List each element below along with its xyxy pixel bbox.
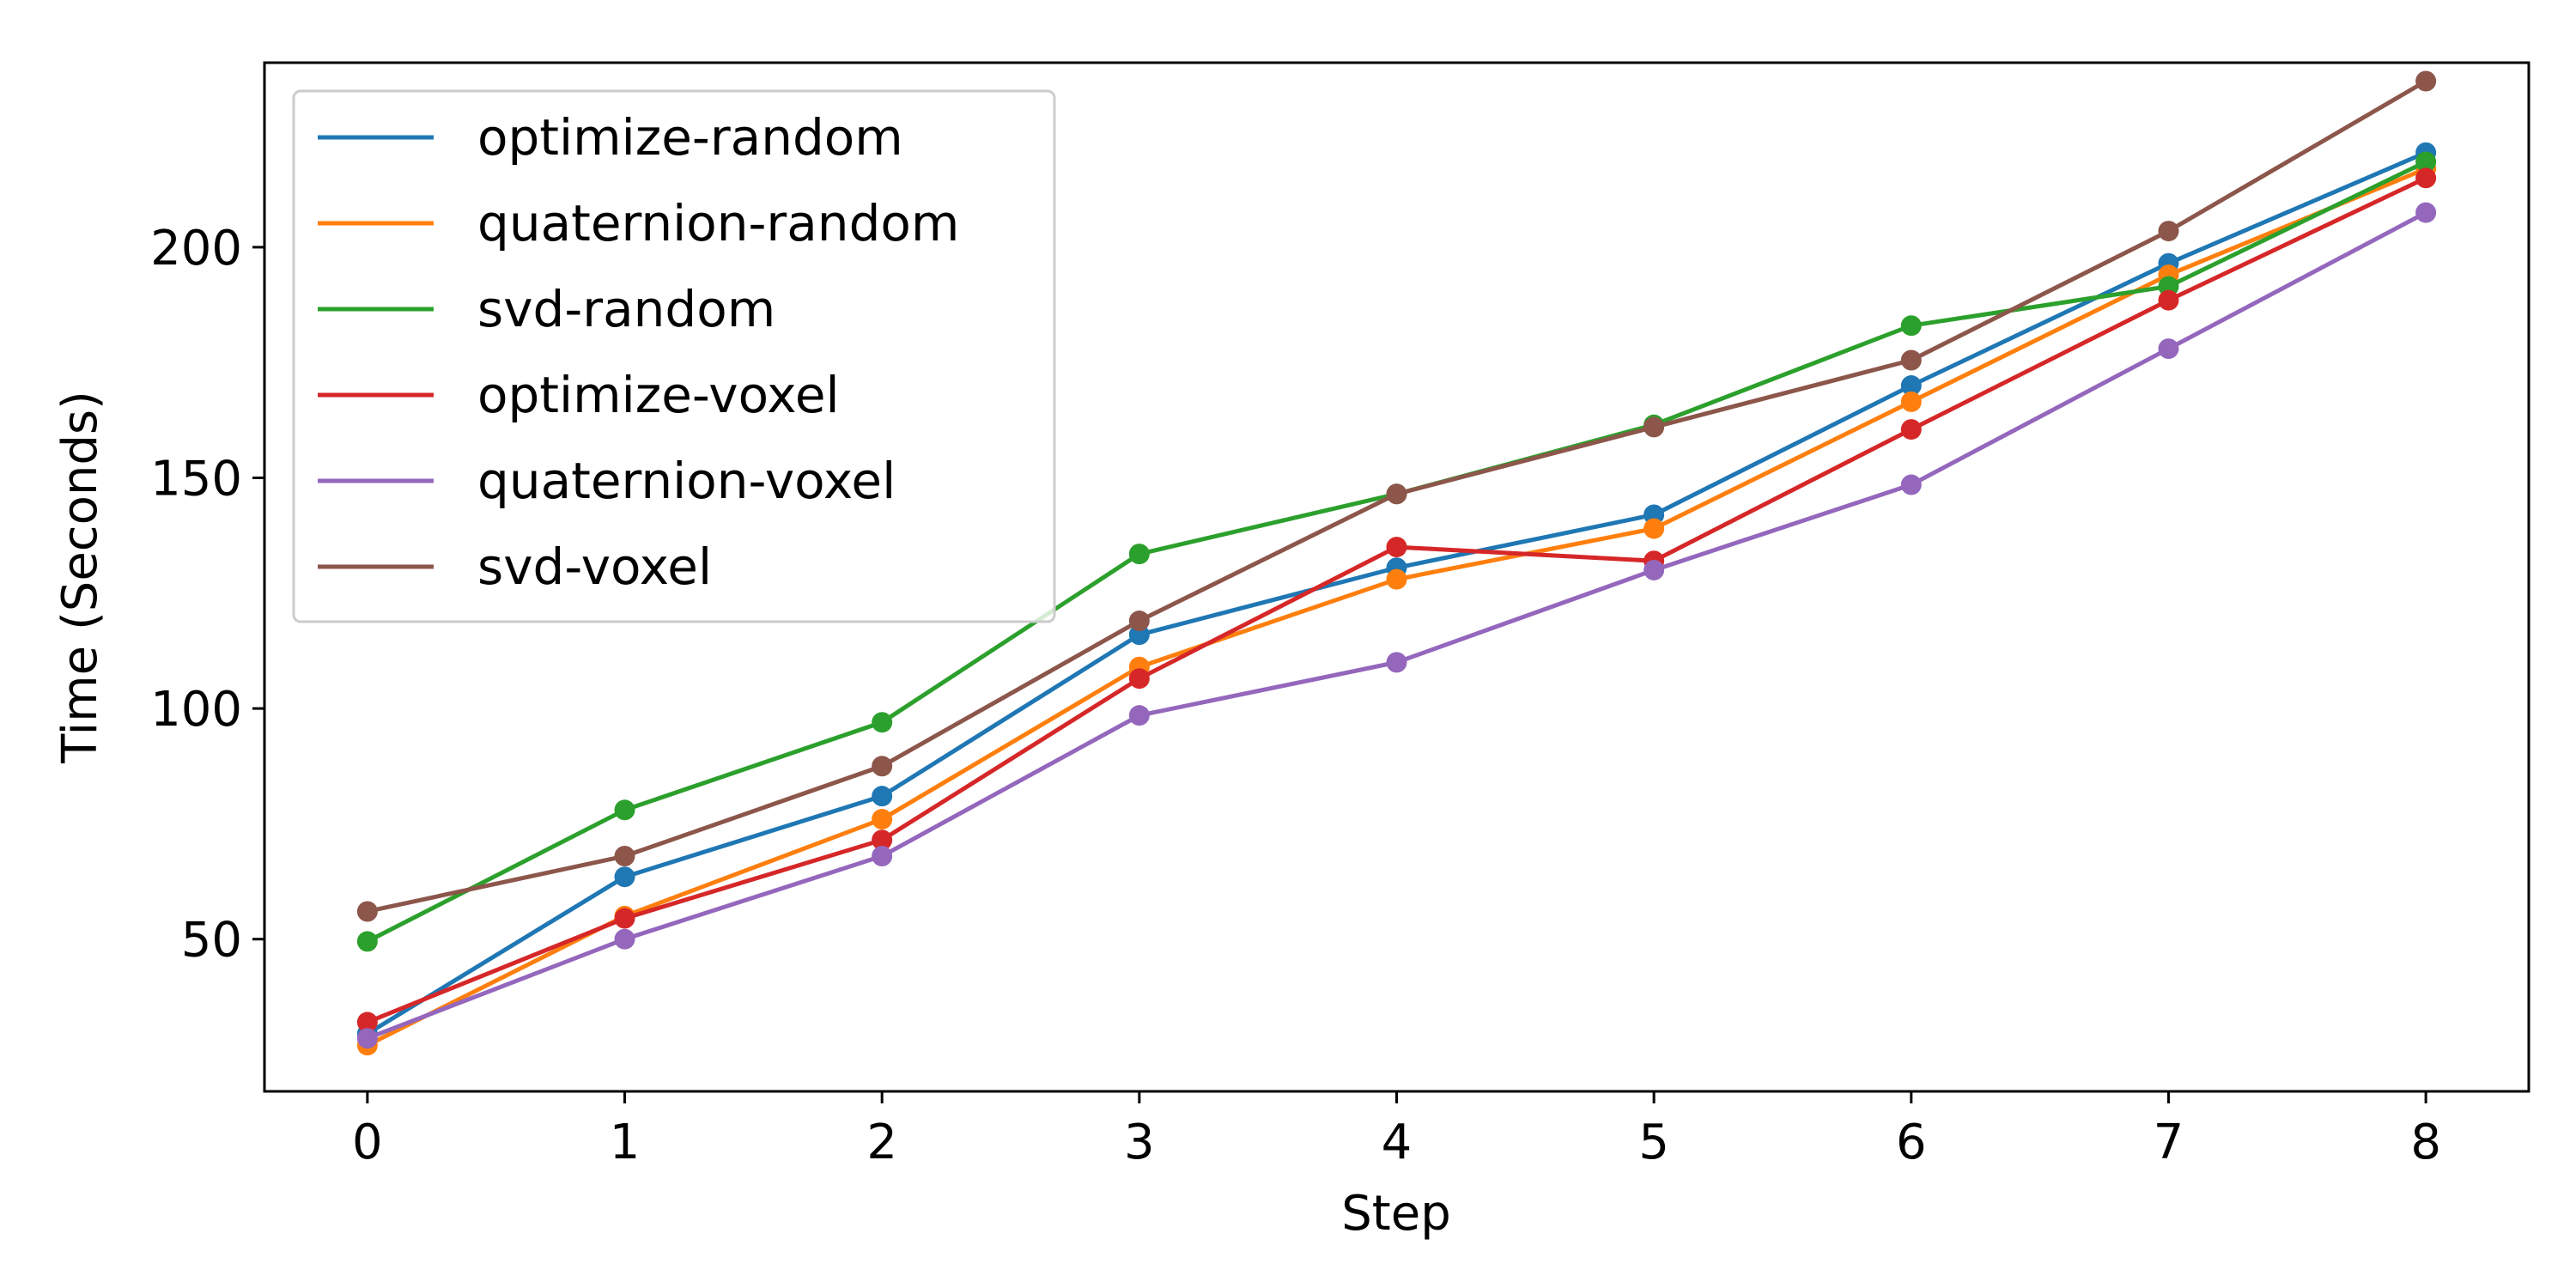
- x-axis-title: Step: [1341, 1186, 1451, 1242]
- data-point: [356, 1028, 378, 1049]
- data-point: [1128, 705, 1150, 726]
- x-tick-label: 5: [1638, 1115, 1669, 1170]
- data-point: [614, 928, 635, 950]
- data-point: [1900, 474, 1922, 495]
- data-point: [1643, 416, 1665, 438]
- legend-entry: svd-random: [318, 280, 775, 338]
- legend-box: [292, 89, 1056, 623]
- y-axis-title: Time (Seconds): [52, 391, 108, 764]
- data-point: [1128, 544, 1150, 565]
- data-point: [614, 799, 635, 821]
- data-point: [356, 931, 378, 952]
- x-tick-label: 3: [1124, 1115, 1155, 1170]
- legend-label: svd-voxel: [477, 538, 712, 596]
- data-point: [1128, 668, 1150, 690]
- legend-entry: optimize-voxel: [318, 366, 840, 424]
- legend-label: quaternion-voxel: [477, 452, 896, 510]
- y-tick-label: 150: [150, 451, 242, 507]
- x-tick-label: 8: [2410, 1115, 2441, 1170]
- y-tick-label: 50: [181, 913, 242, 969]
- data-point: [614, 908, 635, 929]
- data-point: [872, 786, 893, 807]
- data-point: [1128, 611, 1150, 632]
- data-point: [614, 846, 635, 867]
- data-point: [1900, 349, 1922, 371]
- data-point: [1643, 518, 1665, 539]
- data-point: [1386, 652, 1407, 673]
- data-point: [1900, 315, 1922, 337]
- legend: optimize-random quaternion-random svd-rand…: [292, 89, 1056, 623]
- legend-entry: quaternion-voxel: [318, 452, 896, 510]
- data-point: [872, 756, 893, 777]
- data-point: [872, 809, 893, 830]
- data-point: [614, 866, 635, 888]
- legend-label: optimize-random: [477, 108, 903, 167]
- x-axis-ticks: 0 1 2 3 4 5 6 7 8: [352, 1091, 2441, 1170]
- y-tick-label: 100: [150, 682, 242, 738]
- x-tick-label: 7: [2154, 1115, 2184, 1170]
- data-point: [356, 901, 378, 922]
- data-point: [2158, 221, 2179, 242]
- data-point: [2415, 151, 2437, 173]
- legend-entry: svd-voxel: [318, 538, 712, 596]
- x-tick-label: 1: [610, 1115, 641, 1170]
- legend-label: optimize-voxel: [477, 366, 840, 424]
- y-tick-label: 200: [150, 221, 242, 276]
- series-layer: [356, 70, 2437, 1056]
- data-point: [1643, 559, 1665, 580]
- legend-entry: quaternion-random: [318, 194, 959, 252]
- data-point: [2415, 70, 2437, 92]
- legend-entry: optimize-random: [318, 108, 903, 167]
- data-point: [1386, 537, 1407, 558]
- series-quaternion-voxel: [356, 202, 2437, 1049]
- data-point: [1900, 391, 1922, 412]
- legend-label: quaternion-random: [477, 194, 959, 252]
- data-point: [1900, 419, 1922, 440]
- data-point: [2415, 202, 2437, 223]
- data-point: [872, 846, 893, 867]
- data-point: [2158, 289, 2179, 311]
- data-point: [2158, 338, 2179, 360]
- x-tick-label: 6: [1896, 1115, 1927, 1170]
- data-point: [1386, 483, 1407, 505]
- y-axis-ticks: 50 100 150 200: [150, 221, 264, 969]
- legend-items: optimize-random quaternion-random svd-rand…: [318, 108, 959, 596]
- data-point: [872, 829, 893, 851]
- data-point: [1386, 568, 1407, 590]
- data-point: [356, 1012, 378, 1033]
- series-svd-voxel: [356, 70, 2437, 922]
- x-tick-label: 2: [866, 1115, 897, 1170]
- data-point: [872, 712, 893, 733]
- data-point: [2415, 167, 2437, 189]
- legend-label: svd-random: [477, 280, 775, 338]
- data-point: [1900, 375, 1922, 397]
- x-tick-label: 0: [352, 1115, 383, 1170]
- x-tick-label: 4: [1382, 1115, 1413, 1170]
